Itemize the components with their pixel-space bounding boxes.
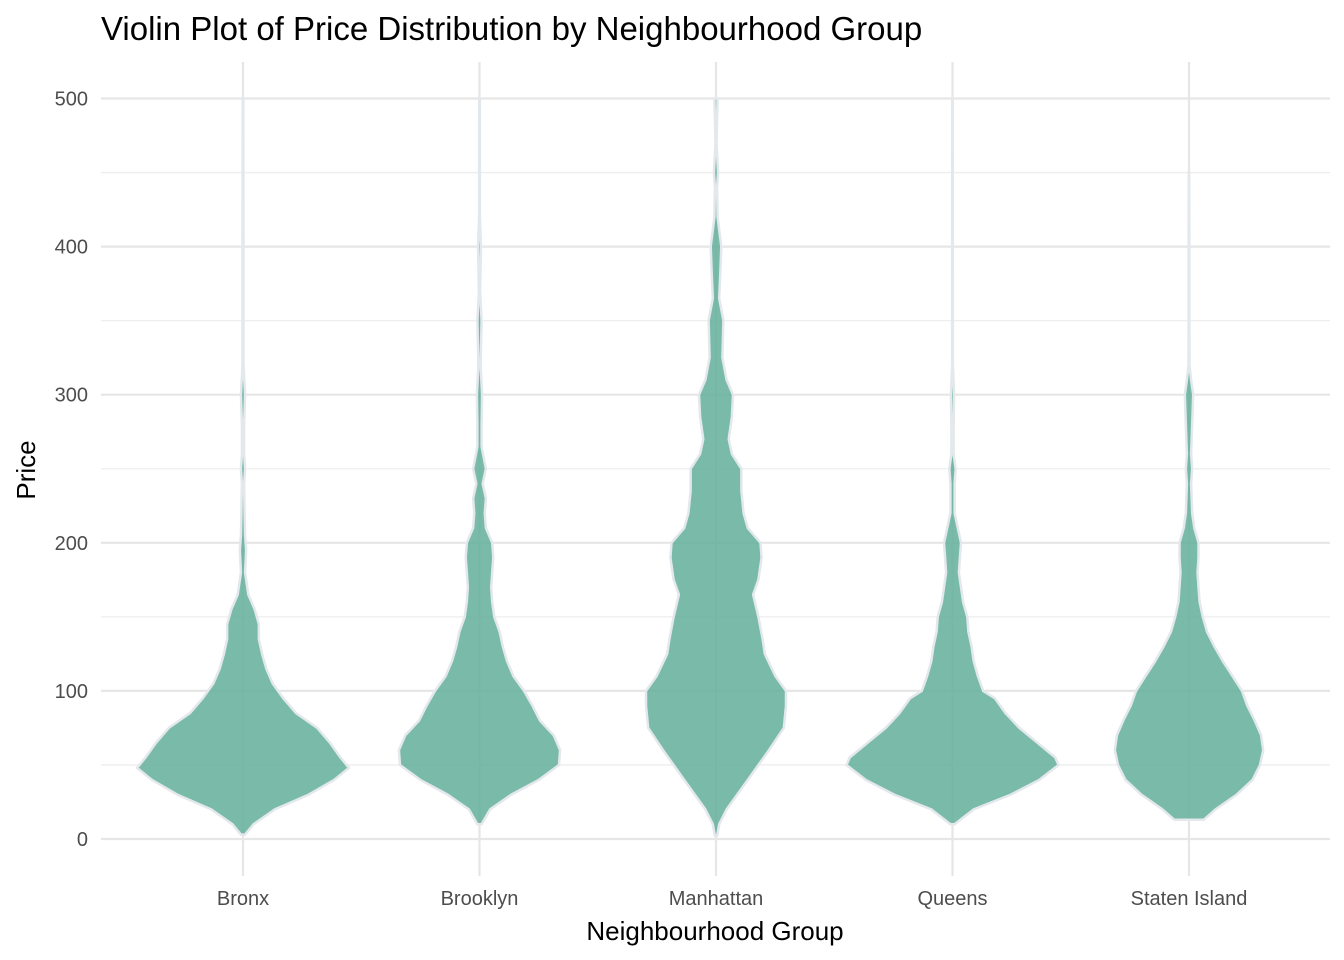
y-tick-label: 400 [55, 237, 88, 259]
x-tick-label: Staten Island [1131, 888, 1248, 910]
x-tick-label: Queens [917, 888, 987, 910]
y-tick-label: 500 [55, 89, 88, 111]
violin-brooklyn [397, 97, 562, 826]
x-axis-title: Neighbourhood Group [586, 916, 843, 946]
y-tick-label: 0 [77, 829, 88, 851]
x-tick-label: Bronx [217, 888, 269, 910]
y-tick-label: 100 [55, 681, 88, 703]
y-tick-label: 300 [55, 385, 88, 407]
violin-bronx [135, 97, 351, 836]
chart-title: Violin Plot of Price Distribution by Nei… [101, 10, 922, 47]
violin-queens [845, 97, 1060, 826]
violin-staten-island [1113, 171, 1265, 821]
x-axis-tick-labels: Bronx Brooklyn Manhattan Queens Staten Islan… [217, 888, 1248, 910]
x-tick-label: Manhattan [669, 888, 764, 910]
y-axis-title: Price [11, 440, 41, 499]
y-axis-tick-labels: 0 100 200 300 400 500 [55, 89, 88, 852]
x-tick-label: Brooklyn [441, 888, 519, 910]
y-tick-label: 200 [55, 533, 88, 555]
violins [135, 97, 1265, 838]
violin-manhattan [644, 97, 788, 838]
